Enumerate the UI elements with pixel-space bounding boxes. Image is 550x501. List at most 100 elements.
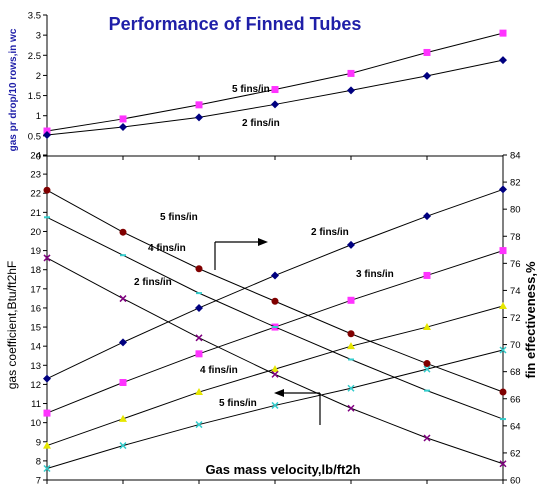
chart-title: Performance of Finned Tubes [109, 14, 362, 34]
lower-series-4-point [423, 360, 431, 368]
upper-y-tick-label: 3.5 [28, 11, 41, 22]
upper-y-tick-label: 0 [36, 152, 41, 163]
lower-series-3-point [119, 442, 127, 450]
upper-series-1-point [43, 131, 51, 140]
lower-series-2-point [119, 414, 127, 422]
lower-series-3-point [271, 401, 279, 409]
lower-y-tick-label: 8 [36, 456, 41, 467]
lower-series-1-point [43, 409, 51, 417]
upper-series-0-line [46, 32, 504, 132]
lower-y-tick-label: 24 [30, 151, 41, 162]
lower-series-1-point [423, 271, 431, 279]
lower-series-4-point [119, 228, 127, 236]
lower-series-6-point [423, 434, 431, 442]
lower-series-2-point [499, 302, 507, 310]
lower-y-tick-label: 23 [30, 170, 41, 181]
annotation-upper-2fins: 2 fins/in [242, 118, 280, 129]
lower-series-4-point [195, 265, 203, 273]
right-y-axis-label: fin effectiveness,% [523, 261, 538, 378]
right-y-tick-label: 60 [510, 476, 521, 487]
lower-y-axis-label: gas coefficient,Btu/ft2hF [5, 261, 19, 390]
upper-series-1-point [119, 122, 127, 131]
right-y-tick-label: 62 [510, 448, 521, 459]
lower-y-tick-label: 22 [30, 189, 41, 200]
lower-series-0-point [271, 271, 279, 280]
lower-series-0-point [195, 303, 203, 312]
lower-y-tick-label: 15 [30, 323, 41, 334]
lower-series-6-point [119, 295, 127, 303]
arrow-right-indicator [214, 238, 268, 270]
lower-y-tick-label: 10 [30, 418, 41, 429]
lower-series-4-point [499, 388, 507, 396]
lower-y-tick-label: 18 [30, 265, 41, 276]
lower-series-2-point [43, 441, 51, 449]
lower-series-3-point [43, 464, 51, 473]
upper-series-1-point [347, 86, 355, 95]
upper-y-tick-label: 0.5 [28, 131, 41, 142]
upper-y-tick-label: 2.5 [28, 51, 41, 62]
right-y-tick-label: 78 [510, 232, 521, 243]
annotation-lower-3fins: 3 fins/in [356, 269, 394, 280]
lower-series-6-point [271, 370, 279, 378]
annotation-lower-2fins-right: 2 fins/in [311, 227, 349, 238]
lower-y-tick-label: 12 [30, 380, 41, 391]
annotation-lower-5fins-bottom: 5 fins/in [219, 398, 257, 409]
lower-series-3-point [195, 421, 203, 429]
lower-series-6-point [499, 460, 507, 468]
lower-y-tick-label: 19 [30, 246, 41, 257]
lower-y-tick-label: 13 [30, 361, 41, 372]
annotation-lower-5fins-top: 5 fins/in [160, 212, 198, 223]
lower-series-3-point [347, 384, 355, 392]
annotation-lower-4fins-bottom: 4 fins/in [200, 365, 238, 376]
lower-series-4-line [46, 189, 504, 393]
lower-series-1-point [195, 350, 203, 358]
annotation-upper-5fins: 5 fins/in [232, 84, 270, 95]
upper-series-1-point [499, 56, 507, 65]
lower-series-0-point [347, 240, 355, 249]
arrow-left-indicator [274, 389, 321, 425]
upper-series-0-point [271, 86, 279, 94]
lower-y-tick-label: 17 [30, 284, 41, 295]
lower-series-0-point [119, 338, 127, 347]
upper-y-axis-label: gas pr drop/10 rows,in wc [8, 28, 19, 151]
annotation-lower-4fins-top: 4 fins/in [148, 243, 186, 254]
upper-series-0-point [195, 101, 203, 109]
lower-series-5-line [46, 216, 504, 420]
upper-series-1-point [195, 113, 203, 122]
right-y-tick-label: 84 [510, 151, 521, 162]
lower-series-2-point [195, 388, 203, 396]
upper-series-0-point [43, 127, 51, 135]
lower-series-4-point [347, 330, 355, 338]
right-y-tick-label: 82 [510, 178, 521, 189]
upper-series-0-point [119, 115, 127, 123]
lower-series-1-point [347, 296, 355, 304]
lower-series-0-line [46, 188, 504, 380]
lower-series-0-point [43, 374, 51, 383]
upper-series-0-point [347, 69, 355, 77]
lower-series-6-point [347, 404, 355, 412]
lower-series-6-line [46, 257, 504, 465]
lower-series-6-point [195, 334, 203, 342]
right-y-tick-label: 66 [510, 394, 521, 405]
right-y-tick-label: 68 [510, 367, 521, 378]
upper-series-1-point [423, 71, 431, 80]
lower-series-6-point [43, 254, 51, 262]
lower-y-tick-label: 7 [36, 476, 41, 487]
lower-y-tick-label: 9 [36, 437, 41, 448]
lower-series-2-point [347, 342, 355, 350]
chart-marks: 00.511.522.533.5789101112131415161718192… [28, 11, 521, 487]
lower-y-tick-label: 16 [30, 303, 41, 314]
lower-y-tick-label: 11 [31, 399, 41, 410]
lower-series-3-point [499, 346, 507, 354]
right-y-tick-label: 72 [510, 313, 521, 324]
upper-series-0-point [499, 29, 507, 37]
lower-series-4-point [43, 186, 51, 194]
lower-y-tick-label: 20 [30, 227, 41, 238]
upper-y-tick-label: 1.5 [28, 91, 41, 102]
right-y-tick-label: 76 [510, 259, 521, 270]
right-y-tick-label: 64 [510, 421, 521, 432]
upper-y-tick-label: 1 [36, 111, 41, 122]
right-y-tick-label: 80 [510, 205, 521, 216]
upper-y-tick-label: 2 [36, 71, 41, 82]
